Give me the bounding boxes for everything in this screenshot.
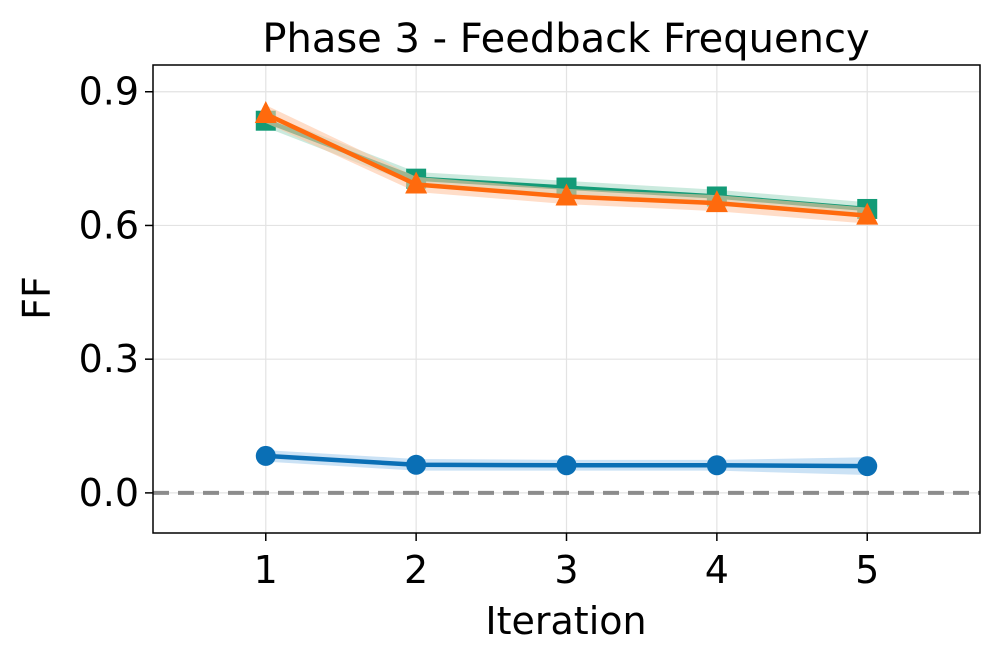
orange-triangle-marker: [705, 190, 728, 213]
blue-circle-marker: [857, 456, 878, 477]
y-tick-label: 0.9: [79, 70, 139, 114]
x-tick-label: 4: [705, 548, 729, 592]
y-axis-label: FF: [15, 276, 59, 320]
orange-triangle-marker: [856, 202, 879, 225]
x-tick-label: 2: [404, 548, 428, 592]
chart-title: Phase 3 - Feedback Frequency: [262, 16, 869, 62]
blue-circle-marker: [556, 455, 577, 476]
blue-circle-marker: [255, 445, 276, 466]
orange-triangle-marker: [254, 101, 277, 124]
y-tick-label: 0.0: [79, 471, 139, 515]
y-axis-ticks: 0.0 0.3 0.6 0.9: [79, 70, 153, 515]
y-tick-label: 0.6: [79, 203, 139, 247]
y-tick-label: 0.3: [79, 337, 139, 381]
orange-triangle-marker: [555, 183, 578, 206]
blue-circle-marker: [406, 454, 427, 475]
orange-triangle-marker: [405, 171, 428, 194]
blue-circle-marker: [706, 455, 727, 476]
x-axis-label: Iteration: [485, 599, 646, 643]
x-axis-ticks: 1 2 3 4 5: [254, 533, 879, 592]
x-tick-label: 1: [254, 548, 278, 592]
plot-content: [153, 101, 980, 495]
x-tick-label: 3: [554, 548, 578, 592]
x-tick-label: 5: [855, 548, 879, 592]
